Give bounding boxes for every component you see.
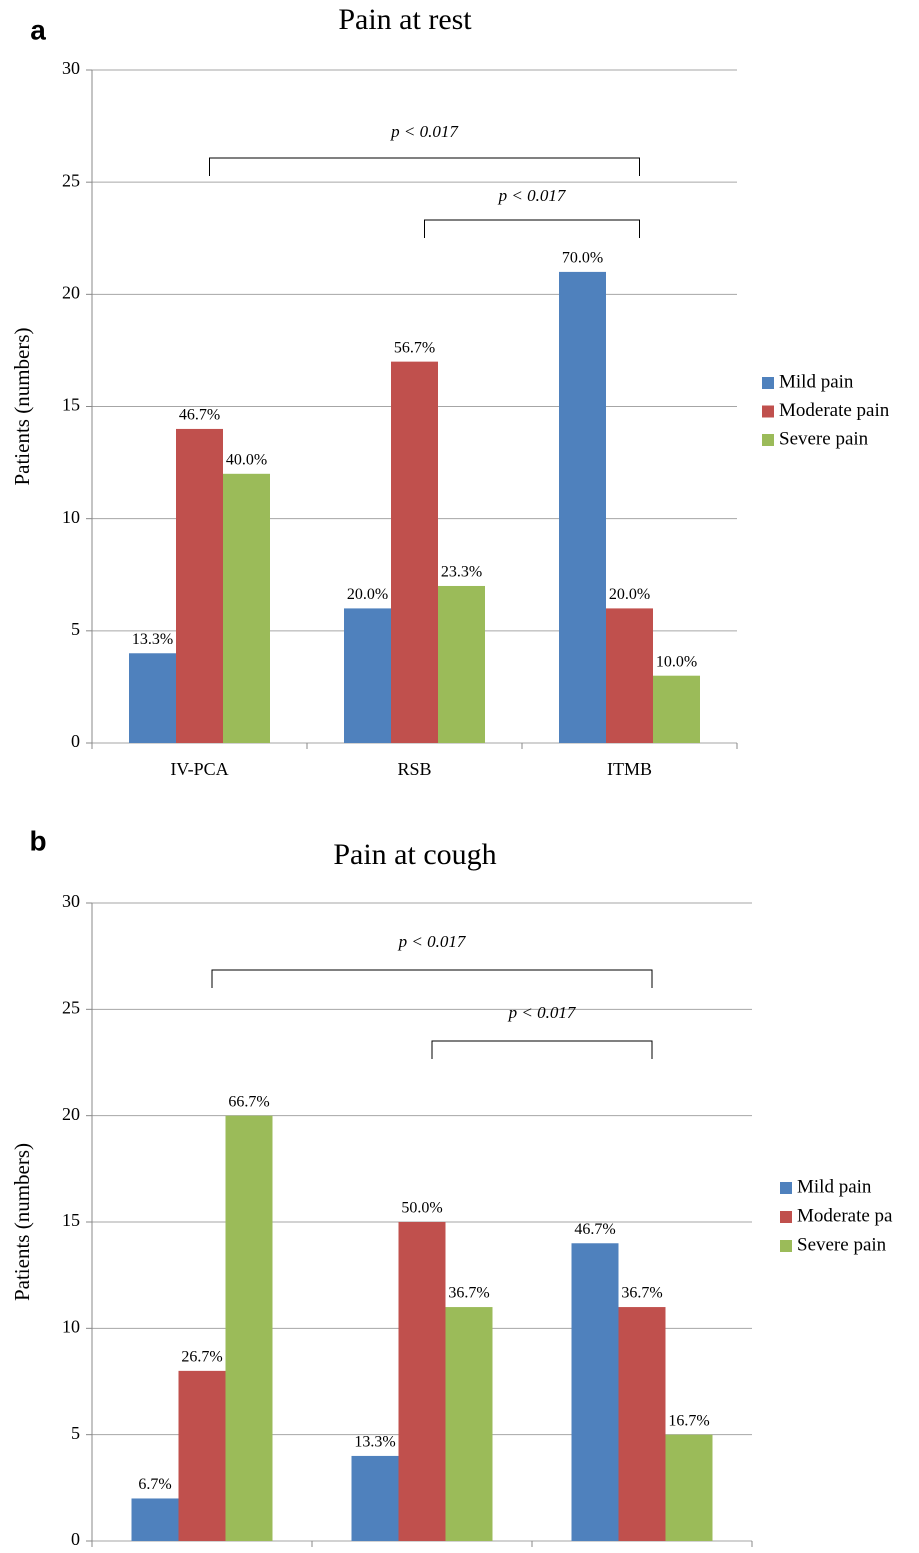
- significance-bracket: [424, 219, 640, 238]
- value-label: 26.7%: [181, 1349, 222, 1366]
- bar: [618, 1307, 666, 1541]
- annotation: p < 0.017: [390, 122, 459, 141]
- value-label: 36.7%: [621, 1285, 662, 1302]
- bar: [351, 1455, 399, 1541]
- annotation: p < 0.017: [508, 1003, 577, 1022]
- bar: [344, 608, 391, 743]
- bar: [223, 473, 270, 743]
- bar: [178, 1370, 226, 1541]
- y-tick-label: 0: [71, 1529, 80, 1549]
- bar: [571, 1243, 619, 1541]
- bar: [398, 1222, 446, 1541]
- chart-title: Pain at rest: [338, 3, 472, 36]
- chart-title: Pain at cough: [333, 838, 496, 871]
- significance-bracket: [211, 969, 653, 988]
- y-tick-label: 30: [62, 891, 80, 911]
- value-label: 20.0%: [347, 586, 388, 603]
- legend-swatch: [762, 405, 774, 418]
- x-tick-label: ITMB: [607, 759, 652, 779]
- legend-swatch: [780, 1182, 792, 1194]
- legend-label: Mild pain: [779, 371, 854, 392]
- value-label: 16.7%: [668, 1412, 709, 1429]
- bar: [176, 428, 223, 743]
- value-label: 56.7%: [394, 339, 435, 356]
- value-label: 6.7%: [138, 1476, 171, 1493]
- value-label: 50.0%: [401, 1200, 442, 1217]
- bar: [653, 675, 700, 743]
- value-label: 46.7%: [179, 407, 220, 424]
- x-tick-label: RSB: [397, 759, 431, 779]
- legend-swatch: [762, 434, 774, 446]
- bar: [606, 608, 653, 743]
- y-tick-label: 5: [71, 619, 80, 639]
- value-label: 46.7%: [574, 1221, 615, 1238]
- y-tick-label: 30: [62, 58, 80, 78]
- legend-label: Moderate pa: [797, 1205, 893, 1226]
- legend-swatch: [780, 1240, 792, 1252]
- bar: [131, 1498, 179, 1541]
- legend-swatch: [780, 1211, 792, 1223]
- value-label: 13.3%: [354, 1434, 395, 1451]
- y-tick-label: 20: [62, 1104, 80, 1124]
- bar: [559, 271, 606, 743]
- value-label: 10.0%: [656, 653, 697, 670]
- value-label: 40.0%: [226, 451, 267, 468]
- value-label: 20.0%: [609, 586, 650, 603]
- y-axis-label: Patients (numbers): [10, 1143, 34, 1301]
- panel-label: a: [30, 14, 46, 45]
- legend-label: Moderate pain: [779, 400, 890, 421]
- bar: [225, 1115, 273, 1541]
- y-tick-label: 5: [71, 1423, 80, 1443]
- y-tick-label: 20: [62, 282, 80, 302]
- significance-bracket: [431, 1040, 653, 1059]
- annotation: p < 0.017: [398, 932, 467, 951]
- y-tick-label: 25: [62, 997, 80, 1017]
- y-tick-label: 15: [62, 395, 80, 415]
- legend-swatch: [762, 377, 774, 389]
- legend-label: Severe pain: [779, 428, 869, 449]
- value-label: 66.7%: [228, 1093, 269, 1110]
- value-label: 13.3%: [132, 631, 173, 648]
- significance-bracket: [209, 157, 640, 176]
- y-tick-label: 10: [62, 507, 80, 527]
- x-tick-label: IV-PCA: [170, 759, 228, 779]
- bar: [391, 361, 438, 743]
- bar: [438, 585, 485, 743]
- value-label: 70.0%: [562, 250, 603, 267]
- panel-label: b: [29, 825, 46, 856]
- y-tick-label: 25: [62, 170, 80, 190]
- legend-label: Severe pain: [797, 1234, 887, 1255]
- value-label: 36.7%: [448, 1285, 489, 1302]
- annotation: p < 0.017: [498, 186, 567, 205]
- bar: [129, 653, 176, 743]
- y-tick-label: 10: [62, 1316, 80, 1336]
- legend-label: Mild pain: [797, 1176, 872, 1197]
- y-axis-label: Patients (numbers): [10, 327, 34, 485]
- value-label: 23.3%: [441, 564, 482, 581]
- bar: [445, 1307, 493, 1541]
- y-tick-label: 0: [71, 731, 80, 751]
- y-tick-label: 15: [62, 1210, 80, 1230]
- bar: [665, 1434, 713, 1541]
